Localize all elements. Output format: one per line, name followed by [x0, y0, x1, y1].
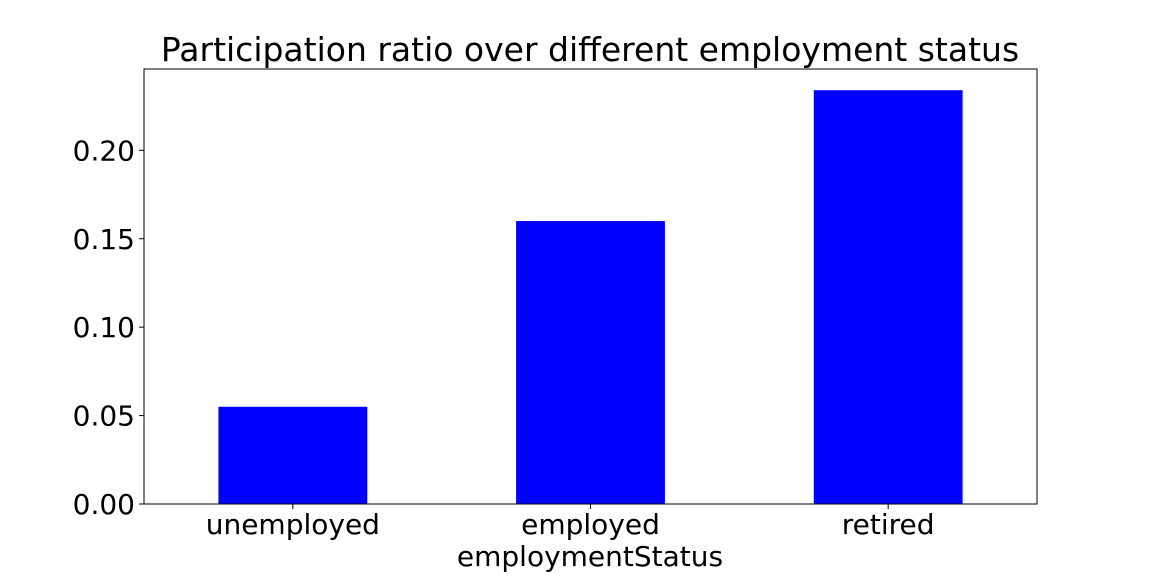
- x-axis-label: employmentStatus: [457, 540, 723, 573]
- x-tick-label-unemployed: unemployed: [206, 508, 380, 541]
- bars-group: [218, 90, 963, 504]
- bar-employed: [516, 221, 665, 504]
- bar-retired: [813, 90, 963, 504]
- y-tick-label: 0.05: [73, 400, 135, 433]
- chart-title: Participation ratio over different emplo…: [161, 30, 1019, 69]
- y-tick-label: 0.00: [73, 488, 135, 521]
- x-tick-label-retired: retired: [842, 508, 935, 541]
- x-axis: unemployed employed retired: [206, 504, 935, 541]
- y-tick-label: 0.10: [73, 311, 135, 344]
- y-tick-label: 0.20: [73, 134, 135, 167]
- bar-unemployed: [218, 406, 368, 504]
- y-axis: 0.00 0.05 0.10 0.15 0.20: [73, 134, 144, 521]
- x-tick-label-employed: employed: [521, 508, 660, 541]
- y-tick-label: 0.15: [73, 223, 135, 256]
